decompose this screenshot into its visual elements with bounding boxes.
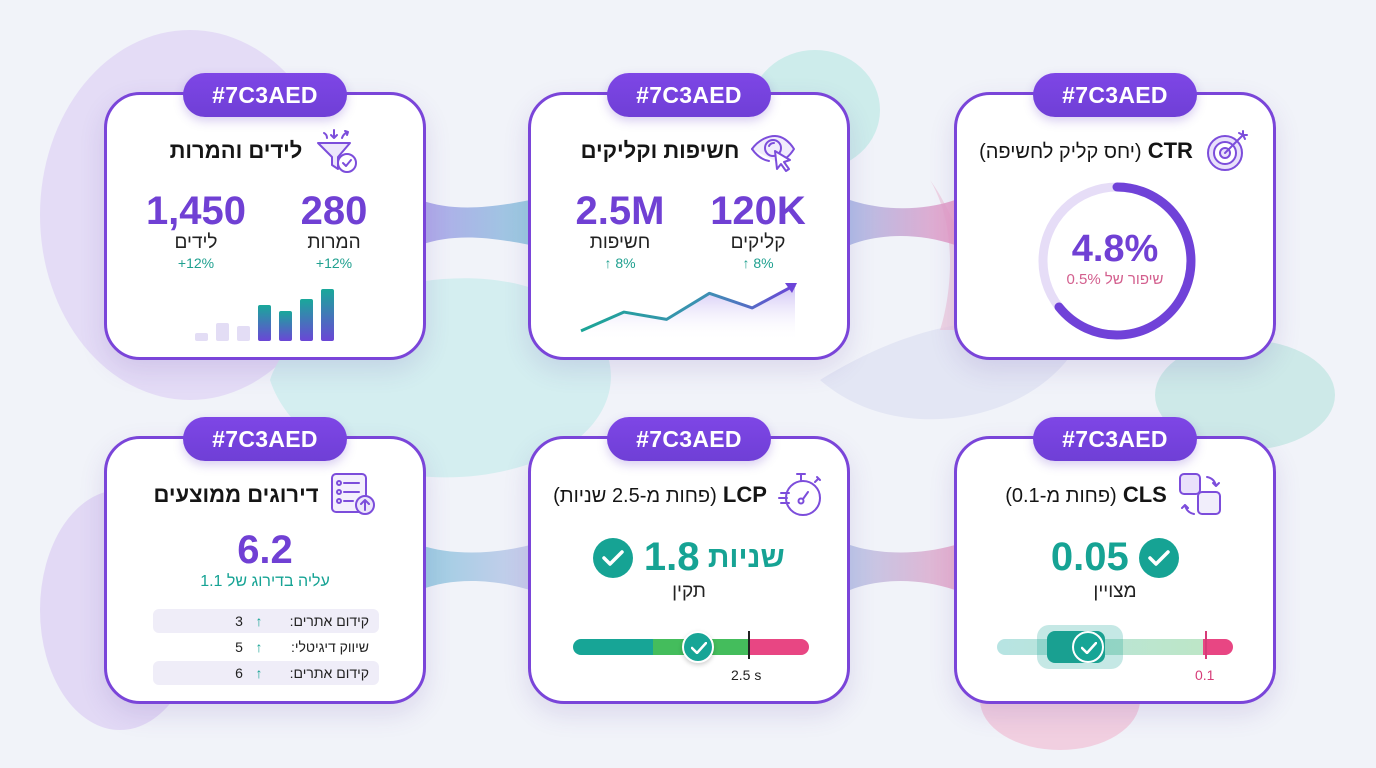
lcp-value: 1.8 [643,535,700,579]
ranking-row: קידום אתרים: ↑ 3 [153,609,379,633]
stat-leads: 1,450 לידים +12% [131,190,261,272]
stat-value: 280 [300,189,368,233]
mini-bar [195,333,208,341]
stat-delta: +12% [177,255,215,271]
mini-bar [279,311,292,341]
stopwatch-icon [777,473,821,516]
ranked-list-up-icon [330,473,375,515]
card-lcp: #7C3AED LCP (פחות מ-2.5 שניות) 1.8 שניות… [528,417,850,704]
stat-value: 120K [710,189,806,233]
lcp-status: תקין [672,581,706,602]
color-tag: #7C3AED [607,417,771,461]
stat-delta: ↑ 8% [604,255,636,271]
ctr-improvement: שיפור של 0.5% [1066,271,1164,288]
check-circle-icon [1139,537,1180,578]
mini-bar [237,326,250,341]
card-title: חשיפות וקליקים [580,138,740,163]
card-title: לידים והמרות [169,138,303,163]
ctr-value: 4.8% [1071,228,1159,270]
stat-label: קליקים [730,232,786,253]
title-subtitle: (פחות מ-0.1) [1005,485,1117,507]
layout-shift-icon [1178,473,1221,515]
color-tag: #7C3AED [1033,73,1197,117]
funnel-check-icon [317,129,358,173]
threshold-label: 0.1 [1195,667,1215,683]
card-cls: #7C3AED CLS (פחות מ-0.1) 0.05 מצויין 0.1 [954,417,1276,704]
ranking-row-value: 6 [235,665,243,681]
stat-clicks: 120K קליקים ↑ 8% [693,190,823,272]
card-ctr: #7C3AED CTR (יחס קליק לחשיפה) 4.8% שיפור… [954,73,1276,360]
ranking-row-value: 3 [235,613,243,629]
color-tag: #7C3AED [607,73,771,117]
arrow-up-icon: ↑ [255,665,263,681]
eye-cursor-icon [751,135,796,172]
title-subtitle: (יחס קליק לחשיפה) [979,141,1142,163]
stat-label: המרות [307,232,361,253]
title-bold: CLS [1122,482,1167,507]
ranking-row-label: קידום אתרים: [289,665,369,681]
trend-line-chart [580,283,797,341]
ranking-row-value: 5 [235,639,243,655]
arrow-up-icon: ↑ [255,639,263,655]
ranking-row: קידום אתרים: ↑ 6 [153,661,379,685]
lcp-unit: שניות [707,540,785,574]
ctr-ring-gauge [1038,182,1196,340]
mini-bar-chart [195,289,334,341]
threshold-label: 2.5 s [731,667,762,683]
card-impressions-clicks: #7C3AED חשיפות וקליקים 120K קליקים ↑ 8% … [528,73,850,360]
title-bold: LCP [722,482,767,507]
arrow-up-icon: ↑ [255,613,263,629]
title-bold: CTR [1147,138,1193,163]
check-circle-icon [593,537,634,578]
ranking-row: שיווק דיגיטלי: ↑ 5 [153,635,379,659]
mini-bar [300,299,313,341]
color-tag: #7C3AED [1033,417,1197,461]
threshold-marker [1205,631,1207,659]
mini-bar [216,323,229,341]
stat-value: 2.5M [575,189,665,233]
title-subtitle: (פחות מ-2.5 שניות) [553,485,717,507]
stat-label: לידים [174,232,218,253]
target-arrow-icon [1206,130,1248,171]
mini-bar [258,305,271,341]
color-tag: #7C3AED [183,73,347,117]
stat-delta: ↑ 8% [742,255,774,271]
stat-conversions: 280 המרות +12% [269,190,399,272]
stat-delta: +12% [315,255,353,271]
card-leads-conversions: #7C3AED לידים והמרות 280 המרות +12% 1,45… [104,73,426,360]
cls-indicator [1072,631,1104,663]
stat-label: חשיפות [589,232,651,253]
card-average-rankings: #7C3AED דירוגים ממוצעים 6.2 עליה בדירוג … [104,417,426,704]
mini-bar [321,289,334,341]
card-title: דירוגים ממוצעים [153,482,319,507]
stat-impressions: 2.5M חשיפות ↑ 8% [555,190,685,272]
color-tag: #7C3AED [183,417,347,461]
cls-value: 0.05 [1050,535,1129,579]
ranking-row-label: שיווק דיגיטלי: [290,639,369,655]
lcp-indicator [682,631,714,663]
ranking-improvement: עליה בדירוג של 1.1 [200,573,330,590]
stat-value: 1,450 [145,189,247,233]
threshold-marker [748,631,750,659]
ranking-row-label: קידום אתרים: [289,613,369,629]
cls-status: מצויין [1093,581,1137,602]
ranking-value: 6.2 [237,528,293,572]
